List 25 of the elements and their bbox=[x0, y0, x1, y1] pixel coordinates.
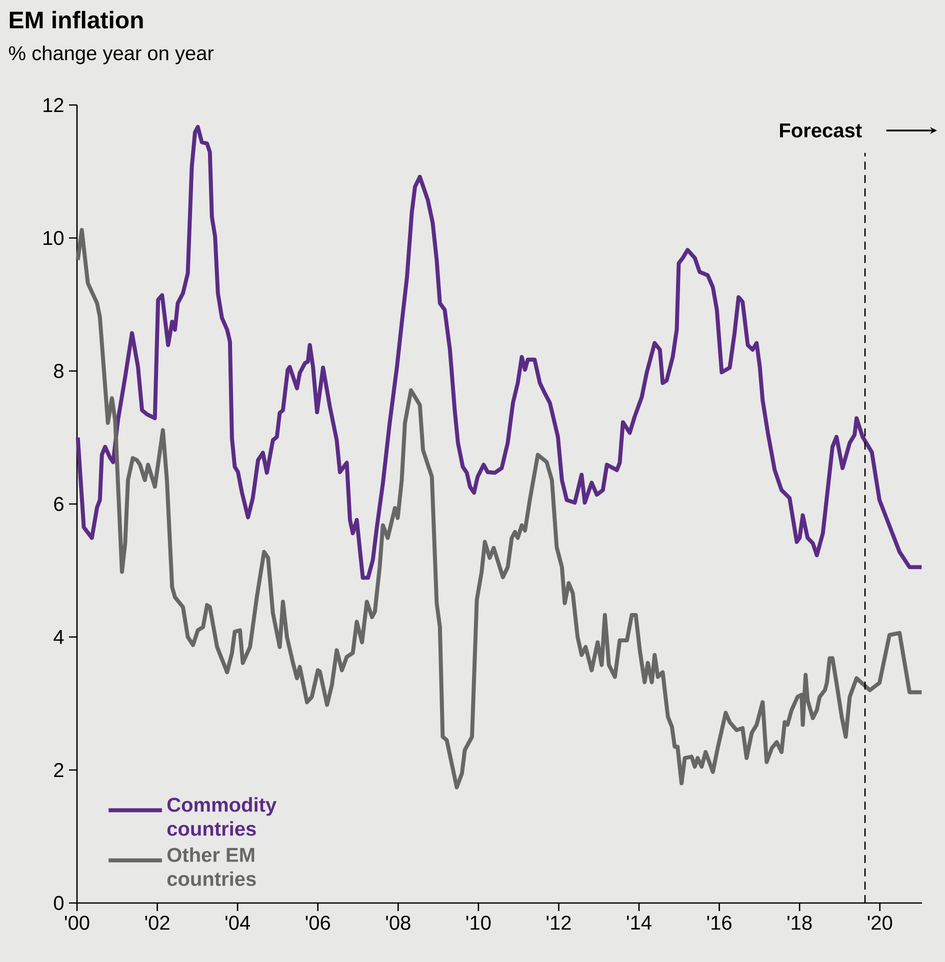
x-tick-label: '20 bbox=[868, 916, 892, 930]
x-tick-label: '14 bbox=[626, 916, 652, 930]
x-tick-label: '10 bbox=[466, 916, 491, 930]
x-tick-label: '02 bbox=[145, 916, 170, 930]
y-tick-label: 0 bbox=[54, 896, 64, 910]
y-tick-label: 10 bbox=[44, 230, 64, 246]
legend-label: Other EM countries bbox=[167, 847, 256, 886]
chart-subtitle: % change year on year bbox=[8, 46, 214, 64]
y-tick-label: 6 bbox=[54, 496, 64, 512]
x-tick-label: '16 bbox=[707, 916, 732, 930]
y-tick-label: 4 bbox=[54, 630, 64, 644]
line-series bbox=[76, 124, 924, 580]
y-tick-label: 2 bbox=[54, 763, 64, 777]
y-tick-label: 8 bbox=[54, 364, 64, 378]
x-tick-label: '12 bbox=[546, 916, 571, 930]
x-tick-label: '06 bbox=[306, 916, 330, 930]
ref-line-label: Forecast bbox=[780, 124, 862, 138]
y-tick-label: 12 bbox=[44, 98, 64, 112]
chart-title: EM inflation bbox=[10, 10, 143, 29]
x-tick-label: '04 bbox=[226, 916, 250, 930]
legend-label: Commodity countries bbox=[167, 797, 277, 836]
x-tick-label: '00 bbox=[64, 916, 90, 930]
x-tick-label: '08 bbox=[386, 916, 410, 930]
line-series bbox=[76, 228, 924, 790]
x-tick-label: '18 bbox=[788, 916, 812, 930]
